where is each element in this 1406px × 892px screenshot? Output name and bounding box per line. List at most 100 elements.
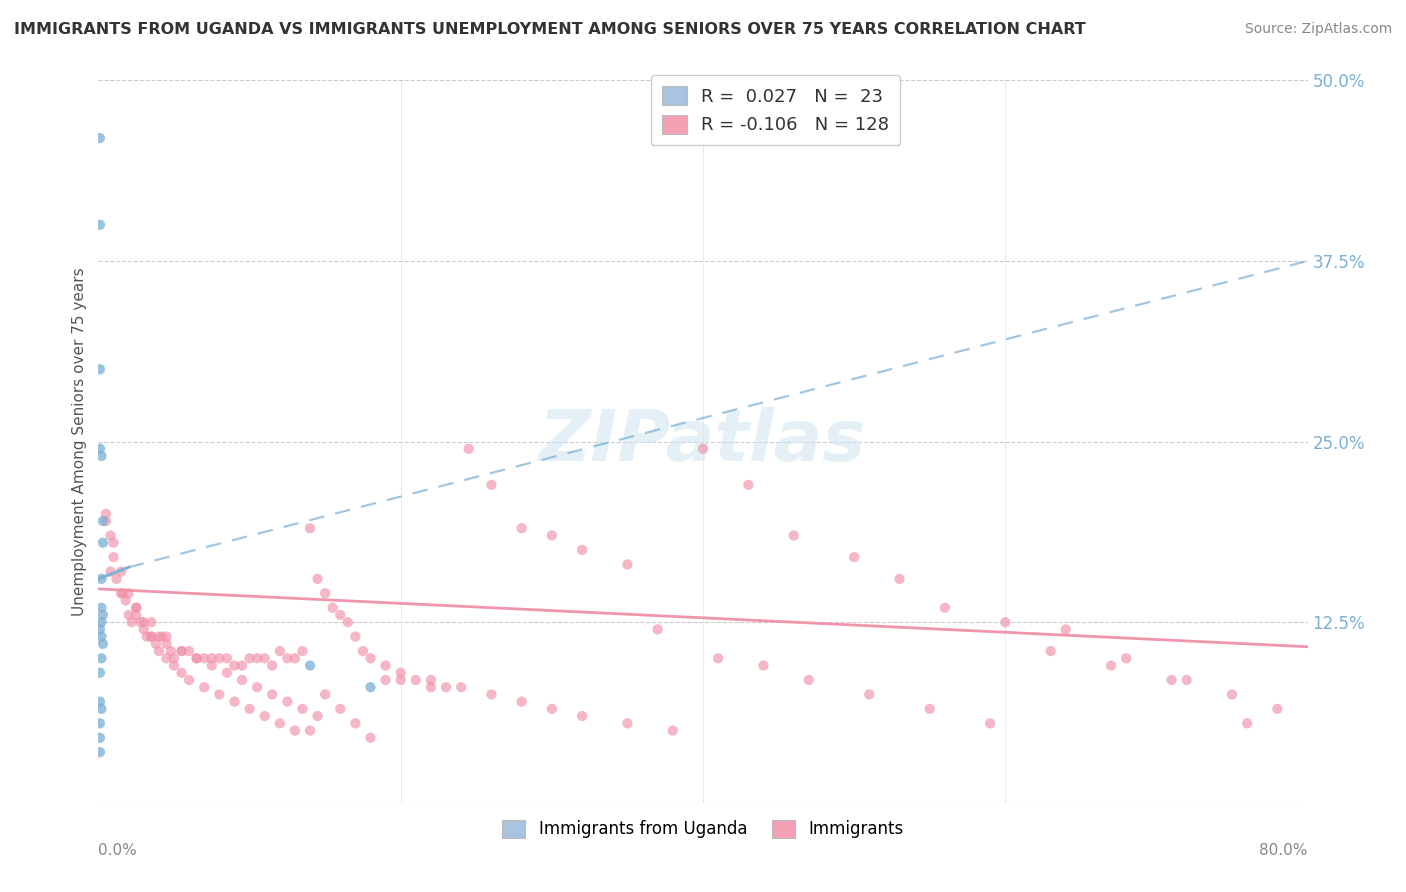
Point <box>90 449 112 463</box>
Point <box>434 680 457 694</box>
Point <box>186 651 208 665</box>
Point <box>193 651 215 665</box>
Point <box>1160 673 1182 687</box>
Point <box>797 673 820 687</box>
Point <box>111 586 134 600</box>
Point <box>224 695 246 709</box>
Point <box>114 593 136 607</box>
Point <box>269 716 291 731</box>
Point <box>360 680 382 694</box>
Point <box>481 687 503 701</box>
Point <box>125 607 148 622</box>
Point <box>571 542 593 557</box>
Point <box>979 716 1001 731</box>
Point <box>90 572 112 586</box>
Point <box>322 600 344 615</box>
Point <box>307 709 329 723</box>
Point <box>132 615 155 630</box>
Point <box>141 630 163 644</box>
Point <box>90 600 112 615</box>
Point <box>89 745 111 759</box>
Point <box>389 665 412 680</box>
Point <box>262 658 284 673</box>
Point <box>616 558 638 572</box>
Point <box>141 630 163 644</box>
Point <box>90 615 112 630</box>
Point <box>170 665 193 680</box>
Point <box>329 702 352 716</box>
Point <box>231 658 253 673</box>
Point <box>135 630 157 644</box>
Point <box>918 702 941 716</box>
Point <box>89 218 111 232</box>
Point <box>262 687 284 701</box>
Text: 0.0%: 0.0% <box>98 843 138 857</box>
Point <box>246 651 269 665</box>
Point <box>179 644 201 658</box>
Point <box>360 651 382 665</box>
Point <box>420 673 443 687</box>
Point <box>155 651 177 665</box>
Point <box>100 528 122 542</box>
Point <box>91 514 114 528</box>
Point <box>148 630 170 644</box>
Point <box>269 644 291 658</box>
Point <box>291 702 314 716</box>
Point <box>253 651 276 665</box>
Point <box>276 695 298 709</box>
Point <box>163 651 186 665</box>
Point <box>253 709 276 723</box>
Point <box>344 716 367 731</box>
Point <box>150 630 173 644</box>
Point <box>291 644 314 658</box>
Point <box>661 723 683 738</box>
Point <box>1115 651 1137 665</box>
Point <box>420 680 443 694</box>
Point <box>118 586 141 600</box>
Point <box>231 673 253 687</box>
Legend: Immigrants from Uganda, Immigrants: Immigrants from Uganda, Immigrants <box>495 813 911 845</box>
Point <box>1039 644 1062 658</box>
Point <box>215 665 238 680</box>
Point <box>1220 687 1243 701</box>
Point <box>540 702 562 716</box>
Point <box>344 630 367 644</box>
Point <box>844 550 866 565</box>
Point <box>239 651 262 665</box>
Point <box>110 586 132 600</box>
Point <box>239 702 262 716</box>
Point <box>284 651 307 665</box>
Point <box>510 521 533 535</box>
Point <box>374 673 396 687</box>
Point <box>707 651 730 665</box>
Text: IMMIGRANTS FROM UGANDA VS IMMIGRANTS UNEMPLOYMENT AMONG SENIORS OVER 75 YEARS CO: IMMIGRANTS FROM UGANDA VS IMMIGRANTS UNE… <box>14 22 1085 37</box>
Point <box>246 680 269 694</box>
Point <box>118 607 141 622</box>
Point <box>389 673 412 687</box>
Point <box>121 615 143 630</box>
Point <box>94 514 117 528</box>
Point <box>89 665 111 680</box>
Point <box>170 644 193 658</box>
Point <box>89 731 111 745</box>
Point <box>105 572 128 586</box>
Point <box>208 687 231 701</box>
Text: Source: ZipAtlas.com: Source: ZipAtlas.com <box>1244 22 1392 37</box>
Point <box>510 695 533 709</box>
Point <box>103 550 125 565</box>
Point <box>457 442 479 456</box>
Point <box>647 623 669 637</box>
Point <box>208 651 231 665</box>
Point <box>224 658 246 673</box>
Point <box>89 695 111 709</box>
Point <box>141 615 163 630</box>
Point <box>405 673 427 687</box>
Point <box>783 528 806 542</box>
Point <box>90 630 112 644</box>
Point <box>155 630 177 644</box>
Point <box>1236 716 1258 731</box>
Point <box>540 528 562 542</box>
Point <box>858 687 880 701</box>
Point <box>481 478 503 492</box>
Point <box>100 565 122 579</box>
